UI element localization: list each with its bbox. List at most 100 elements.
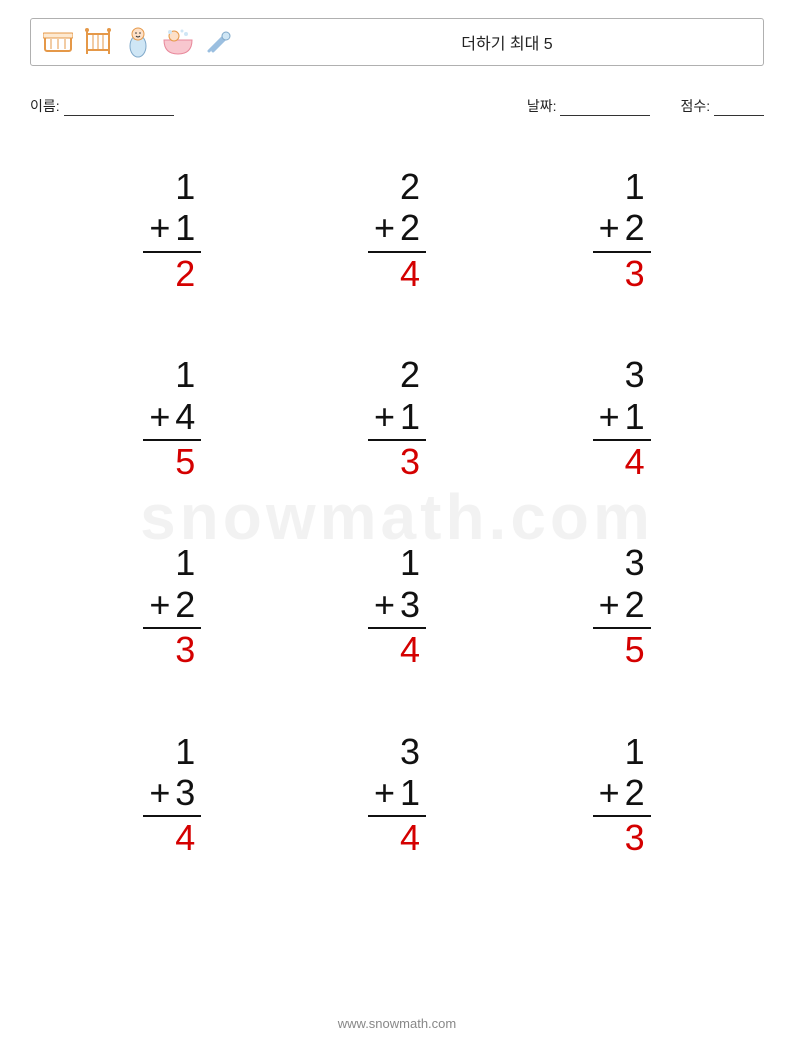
operator: + <box>149 772 170 813</box>
problem: 3+14 <box>529 354 714 482</box>
operator: + <box>374 584 395 625</box>
worksheet-title: 더하기 최대 5 <box>241 36 552 53</box>
operand-b: 1 <box>400 396 420 437</box>
operand-b-row: +2 <box>593 772 651 817</box>
problem: 3+25 <box>529 542 714 670</box>
answer: 3 <box>368 441 426 482</box>
problem-stack: 3+25 <box>593 542 651 670</box>
answer: 4 <box>368 253 426 294</box>
answer: 4 <box>593 441 651 482</box>
problem: 1+23 <box>529 166 714 294</box>
operand-b-row: +1 <box>143 207 201 252</box>
problem-stack: 1+23 <box>593 731 651 859</box>
name-label: 이름: <box>30 98 60 114</box>
problem: 1+12 <box>80 166 265 294</box>
operand-b: 2 <box>625 772 645 813</box>
operator: + <box>149 207 170 248</box>
answer: 3 <box>143 629 201 670</box>
baby-icon <box>121 25 155 59</box>
footer-url: www.snowmath.com <box>0 1016 794 1031</box>
operand-b-row: +2 <box>593 584 651 629</box>
operand-b: 1 <box>175 207 195 248</box>
answer: 3 <box>593 817 651 858</box>
problem-stack: 2+24 <box>368 166 426 294</box>
problem: 1+45 <box>80 354 265 482</box>
answer: 4 <box>143 817 201 858</box>
operator: + <box>374 772 395 813</box>
problem: 1+23 <box>529 731 714 859</box>
problem-stack: 1+23 <box>143 542 201 670</box>
problem: 2+13 <box>305 354 490 482</box>
operand-a: 1 <box>593 731 651 772</box>
operand-a: 1 <box>368 542 426 583</box>
problem-stack: 1+34 <box>143 731 201 859</box>
answer: 5 <box>143 441 201 482</box>
score-blank <box>714 102 764 116</box>
operand-a: 1 <box>143 354 201 395</box>
operand-b: 4 <box>175 396 195 437</box>
operand-b: 1 <box>400 772 420 813</box>
operator: + <box>599 396 620 437</box>
operand-b: 2 <box>175 584 195 625</box>
operator: + <box>149 584 170 625</box>
name-blank <box>64 102 174 116</box>
header-icons <box>41 25 235 59</box>
operand-b: 3 <box>400 584 420 625</box>
problem: 1+23 <box>80 542 265 670</box>
operand-b-row: +1 <box>368 396 426 441</box>
operand-b: 1 <box>625 396 645 437</box>
problem-stack: 2+13 <box>368 354 426 482</box>
problems-grid: 1+122+241+231+452+133+141+231+343+251+34… <box>30 166 764 859</box>
operand-b-row: +3 <box>368 584 426 629</box>
operand-b-row: +2 <box>143 584 201 629</box>
problem-stack: 1+45 <box>143 354 201 482</box>
date-label: 날짜: <box>527 98 557 114</box>
operator: + <box>149 396 170 437</box>
answer: 5 <box>593 629 651 670</box>
operator: + <box>599 772 620 813</box>
operand-a: 1 <box>143 166 201 207</box>
problem-stack: 3+14 <box>368 731 426 859</box>
operand-a: 1 <box>593 166 651 207</box>
meta-date: 날짜: <box>527 96 651 116</box>
answer: 4 <box>368 817 426 858</box>
problem: 3+14 <box>305 731 490 859</box>
score-label: 점수: <box>680 98 710 114</box>
problem: 2+24 <box>305 166 490 294</box>
crib-icon <box>81 25 115 59</box>
operand-a: 3 <box>368 731 426 772</box>
problem: 1+34 <box>80 731 265 859</box>
bath-icon <box>161 25 195 59</box>
operand-b-row: +2 <box>593 207 651 252</box>
meta-name: 이름: <box>30 96 527 116</box>
operand-a: 2 <box>368 166 426 207</box>
operator: + <box>599 584 620 625</box>
operand-a: 2 <box>368 354 426 395</box>
operand-a: 3 <box>593 542 651 583</box>
operand-b: 2 <box>625 207 645 248</box>
operator: + <box>374 396 395 437</box>
answer: 3 <box>593 253 651 294</box>
date-blank <box>560 102 650 116</box>
problem-stack: 3+14 <box>593 354 651 482</box>
operator: + <box>374 207 395 248</box>
operand-a: 1 <box>143 731 201 772</box>
crate-icon <box>41 25 75 59</box>
meta-score: 점수: <box>680 96 764 116</box>
operand-b: 2 <box>625 584 645 625</box>
operand-b-row: +1 <box>593 396 651 441</box>
operand-b-row: +3 <box>143 772 201 817</box>
operand-b-row: +4 <box>143 396 201 441</box>
operand-a: 1 <box>143 542 201 583</box>
worksheet-page: 더하기 최대 5 이름: 날짜: 점수: 1+122+241+231+452+1… <box>0 0 794 1053</box>
problem-stack: 1+23 <box>593 166 651 294</box>
operand-b-row: +1 <box>368 772 426 817</box>
meta-row: 이름: 날짜: 점수: <box>30 96 764 116</box>
answer: 2 <box>143 253 201 294</box>
pin-icon <box>201 25 235 59</box>
operand-a: 3 <box>593 354 651 395</box>
header-box: 더하기 최대 5 <box>30 18 764 66</box>
operand-b-row: +2 <box>368 207 426 252</box>
problem-stack: 1+34 <box>368 542 426 670</box>
answer: 4 <box>368 629 426 670</box>
